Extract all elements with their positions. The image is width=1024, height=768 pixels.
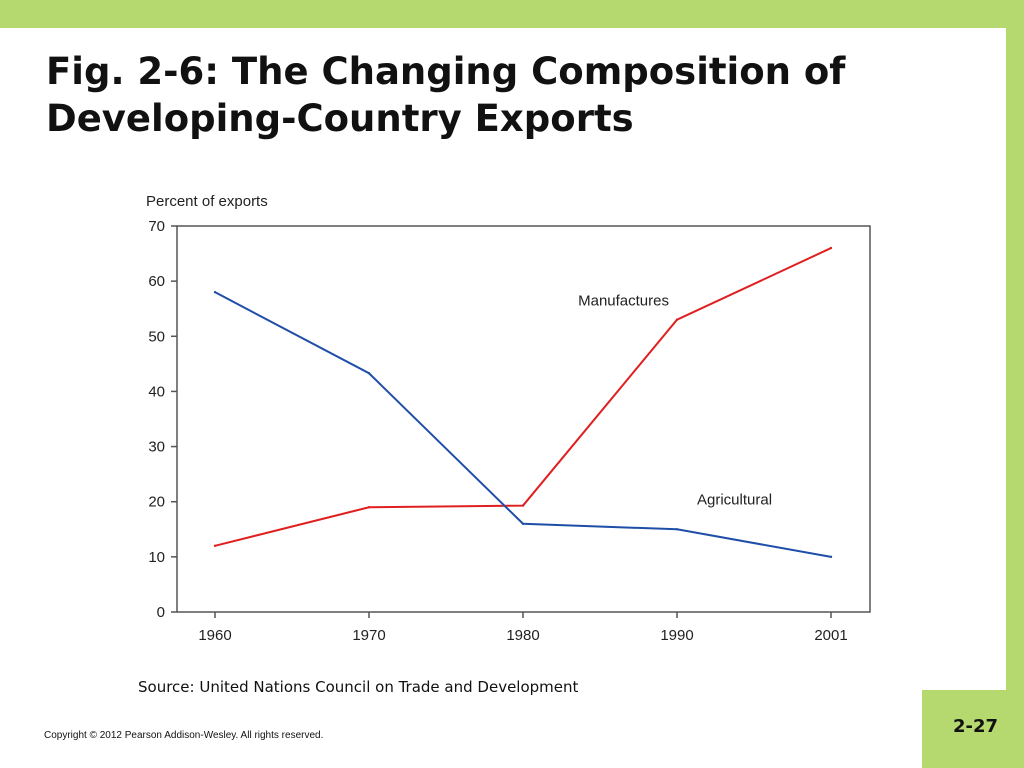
page-number: 2-27	[952, 716, 998, 737]
x-tick-label: 1960	[198, 627, 231, 644]
data-point-agricultural	[521, 522, 525, 525]
y-tick-label: 0	[157, 604, 165, 621]
data-point-manufactures	[367, 506, 371, 509]
y-tick-label: 10	[148, 549, 165, 566]
source-note: Source: United Nations Council on Trade …	[138, 678, 579, 696]
x-tick-label: 1990	[660, 627, 693, 644]
x-tick-label: 2001	[814, 627, 847, 644]
y-axis-label: Percent of exports	[146, 193, 268, 210]
data-point-manufactures	[829, 246, 833, 250]
copyright-note: Copyright © 2012 Pearson Addison-Wesley.…	[44, 730, 324, 741]
data-point-manufactures	[675, 318, 679, 321]
data-point-agricultural	[367, 372, 371, 375]
y-tick-label: 40	[148, 383, 165, 400]
data-point-agricultural	[829, 555, 833, 559]
slide-title-line-1: Fig. 2-6: The Changing Composition of	[46, 50, 846, 93]
data-point-manufactures	[521, 504, 525, 507]
slide-title-line-2: Developing-Country Exports	[46, 97, 634, 140]
slide-title: Fig. 2-6: The Changing Composition of De…	[46, 48, 946, 142]
data-point-agricultural	[213, 290, 217, 294]
series-label-agricultural: Agricultural	[697, 491, 772, 508]
right-frame-bar	[1006, 0, 1024, 768]
y-tick-label: 20	[148, 494, 165, 511]
y-tick-label: 70	[148, 218, 165, 235]
top-frame-bar	[0, 0, 1024, 28]
data-point-agricultural	[675, 528, 679, 531]
plot-frame	[176, 225, 871, 613]
series-label-manufactures: Manufactures	[578, 293, 669, 310]
x-tick-label: 1970	[352, 627, 385, 644]
series-line-agricultural	[214, 291, 832, 558]
chart-svg: Percent of exports 0 10 20 30 40 50 60 70 1960 197…	[146, 193, 871, 644]
y-tick-label: 50	[148, 328, 165, 345]
y-tick-label: 30	[148, 439, 165, 456]
data-point-manufactures	[213, 544, 217, 548]
page-number-badge: 2-27	[922, 690, 1024, 768]
x-tick-label: 1980	[506, 627, 539, 644]
y-tick-label: 60	[148, 273, 165, 290]
line-chart: Percent of exports 0 10 20 30 40 50 60 70 1960 197…	[130, 180, 890, 650]
